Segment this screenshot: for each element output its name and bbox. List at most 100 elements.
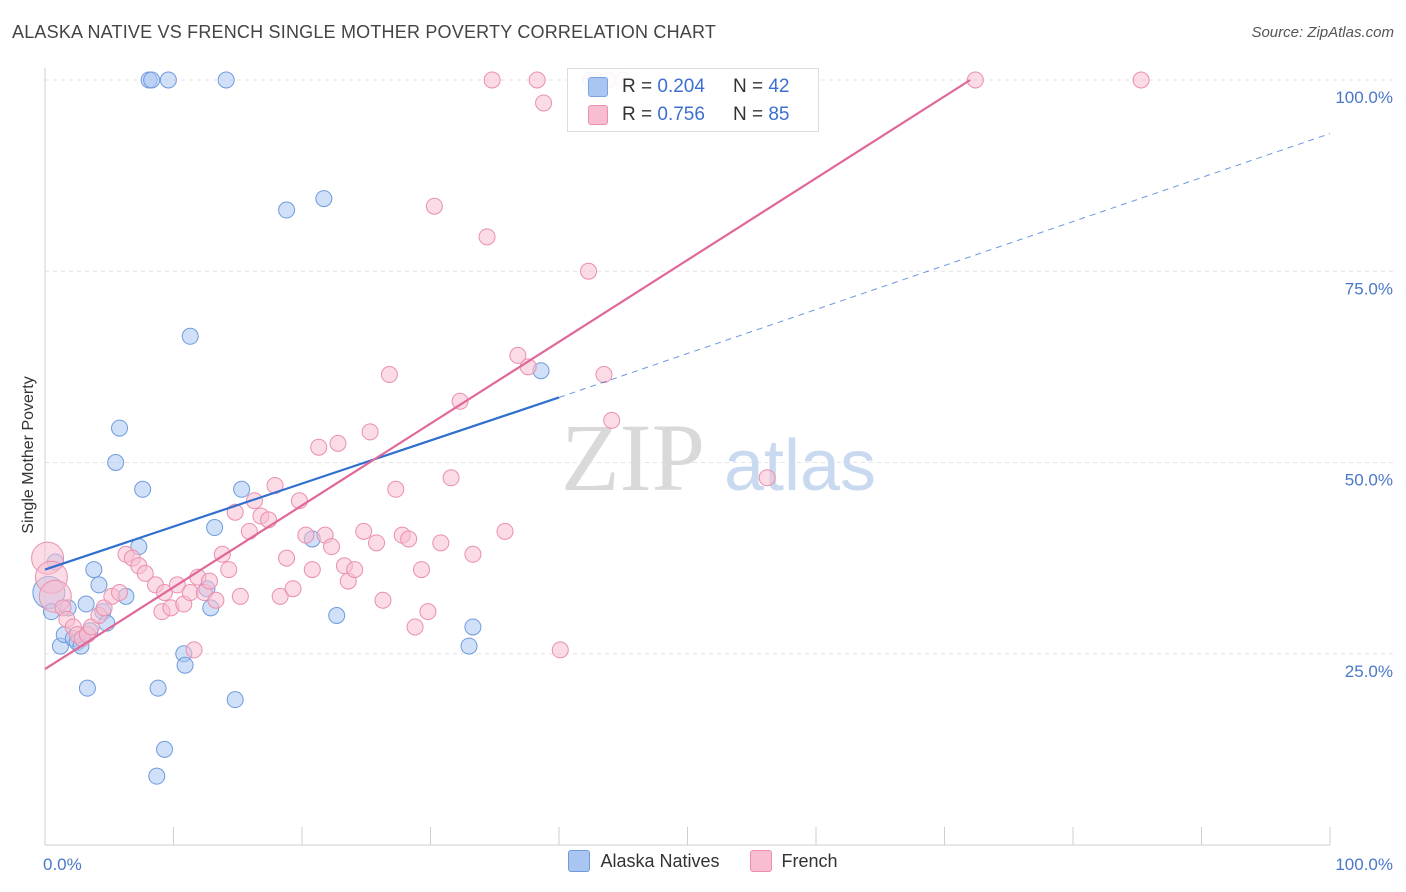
alaska-point-17 [111, 419, 129, 437]
legend-item-french: French [749, 850, 838, 872]
stats-legend-row-french: R = 0.756 N = 85 [588, 101, 789, 129]
french-point-66 [451, 392, 469, 410]
french-point-17 [136, 564, 154, 582]
french-point-67 [464, 545, 482, 563]
french-point-70 [496, 522, 514, 540]
alaska-point-9 [77, 595, 95, 613]
alaska-point-41 [464, 618, 482, 636]
r-value: 0.756 [657, 104, 705, 125]
alaska-point-39 [328, 607, 346, 624]
series-legend: Alaska Natives French [0, 850, 1406, 872]
french-point-31 [220, 561, 238, 579]
r-label: R = [622, 76, 653, 97]
alaska-point-12 [90, 576, 108, 594]
n-value: 85 [768, 104, 790, 125]
french-point-63 [425, 197, 443, 215]
watermark: ZIP atlas [561, 404, 876, 511]
french-point-75 [551, 641, 569, 659]
french-point-28 [200, 572, 218, 590]
alaska-point-35 [233, 480, 251, 498]
alaska-point-37 [315, 190, 333, 208]
grid-lines [45, 79, 1395, 655]
alaska-point-25 [156, 740, 174, 758]
french-point-54 [368, 534, 386, 552]
watermark-atlas: atlas [724, 426, 876, 506]
french-swatch [588, 105, 608, 125]
french-point-62 [419, 603, 437, 621]
trend-lines [44, 79, 1331, 670]
alaska-point-29 [181, 327, 199, 345]
french-point-43 [297, 526, 315, 544]
alaska-point-28 [176, 656, 194, 674]
alaska-swatch [588, 77, 608, 97]
french-point-57 [387, 480, 405, 498]
tick-labels: 25.0% 50.0% 75.0% 100.0% 0.0% 100.0% [43, 88, 1393, 874]
french-point-24 [181, 584, 199, 602]
french-point-44 [303, 561, 321, 579]
french-trend-line [44, 79, 971, 670]
french-point-39 [271, 587, 289, 605]
french-point-56 [380, 366, 398, 384]
y-tick-label-0: 25.0% [1345, 662, 1393, 681]
alaska-natives-swatch [568, 850, 591, 872]
french-point-71 [509, 346, 527, 364]
r-label: R = [622, 104, 653, 125]
alaska-point-15 [78, 679, 96, 697]
french-point-45 [310, 438, 328, 456]
french-point-78 [595, 366, 613, 384]
n-label: N = [732, 76, 764, 97]
y-tick-label-1: 50.0% [1345, 471, 1393, 490]
french-point-76 [580, 262, 598, 280]
french-point-73 [528, 71, 546, 89]
french-point-68 [478, 228, 496, 246]
alaska-point-16 [107, 454, 125, 471]
legend-label-french: French [781, 850, 838, 871]
legend-label-alaska-natives: Alaska Natives [600, 850, 720, 871]
alaska-point-20 [134, 480, 152, 498]
french-point-65 [442, 469, 460, 487]
french-point-41 [284, 580, 302, 598]
chart-title: ALASKA NATIVE VS FRENCH SINGLE MOTHER PO… [12, 22, 717, 42]
y-tick-label-2: 75.0% [1345, 279, 1393, 298]
french-point-79 [603, 411, 621, 429]
french-point-59 [400, 530, 418, 548]
french-point-13 [111, 584, 129, 602]
y-axis-title: Single Mother Poverty [20, 376, 37, 533]
french-point-29 [207, 591, 225, 609]
french-point-61 [413, 561, 431, 579]
french-swatch [749, 850, 772, 872]
n-label: N = [732, 104, 764, 125]
french-point-35 [245, 492, 263, 510]
alaska-trend-extension [558, 133, 1331, 398]
alaska-point-23 [159, 71, 177, 89]
x-tick-label-1: 100.0% [1335, 855, 1393, 874]
alaska-point-32 [206, 519, 224, 537]
french-point-33 [231, 587, 249, 605]
french-point-34 [240, 522, 258, 540]
alaska-point-22 [143, 71, 161, 89]
n-value: 42 [768, 76, 790, 97]
french-point-80 [758, 469, 776, 487]
alaska-point-33 [217, 71, 235, 89]
french-point-81 [966, 71, 984, 89]
alaska-trend-line [44, 396, 560, 571]
alaska-point-40 [460, 637, 478, 655]
stats-legend-row-alaska: R = 0.204 N = 42 [588, 73, 789, 101]
data-points [31, 71, 1150, 785]
french-point-69 [483, 71, 501, 89]
alaska-point-36 [278, 201, 296, 219]
french-point-53 [361, 423, 379, 441]
french-point-47 [323, 538, 341, 556]
legend-item-alaska-natives: Alaska Natives [568, 850, 720, 872]
axes [44, 68, 1331, 846]
french-point-64 [432, 534, 450, 552]
french-point-40 [278, 549, 296, 567]
x-tick-label-0: 0.0% [43, 855, 82, 874]
french-point-60 [406, 618, 424, 636]
alaska-point-26 [148, 767, 166, 785]
alaska-point-34 [226, 691, 244, 709]
r-value: 0.204 [657, 76, 705, 97]
french-point-55 [374, 591, 392, 609]
source-label: Source: ZipAtlas.com [1251, 24, 1394, 41]
